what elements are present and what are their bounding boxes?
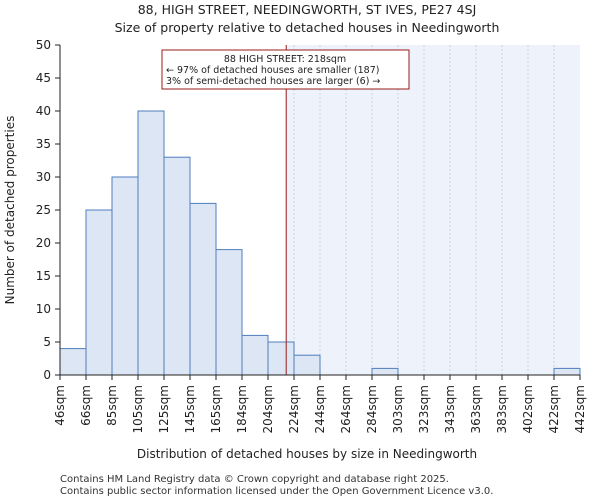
bar-46sqm — [59, 348, 87, 376]
annotation-frame — [161, 49, 410, 90]
x-tick-label: 284sqm — [365, 385, 379, 433]
bar-284sqm — [371, 367, 399, 376]
x-tick-label: 264sqm — [339, 385, 353, 433]
x-tick-label: 343sqm — [443, 385, 457, 433]
y-axis-label: Number of detached properties — [3, 116, 17, 305]
y-tick-label: 45 — [36, 71, 51, 85]
x-tick-label: 125sqm — [157, 385, 171, 433]
x-tick-label: 442sqm — [573, 385, 587, 433]
x-tick-label: 46sqm — [53, 385, 67, 426]
y-tick-label: 15 — [36, 269, 51, 283]
x-tick-label: 402sqm — [521, 385, 535, 433]
bar-165sqm — [215, 249, 243, 376]
bar-145sqm — [189, 202, 217, 376]
x-tick-label: 363sqm — [469, 385, 483, 433]
annotation-larger: 3% of semi-detached houses are larger (6… — [166, 76, 380, 87]
x-tick-label: 165sqm — [209, 385, 223, 433]
y-tick-label: 5 — [43, 335, 51, 349]
y-tick-label: 40 — [36, 104, 51, 118]
footer-licence: Contains public sector information licen… — [60, 486, 493, 497]
x-tick-label: 244sqm — [313, 385, 327, 433]
bar-184sqm — [241, 334, 269, 376]
x-tick-label: 145sqm — [183, 385, 197, 433]
x-tick-label: 383sqm — [495, 385, 509, 433]
y-tick-label: 20 — [36, 236, 51, 250]
x-axis-label: Distribution of detached houses by size … — [137, 447, 477, 461]
footer-copyright: Contains HM Land Registry data © Crown c… — [60, 474, 449, 485]
annotation-title: 88 HIGH STREET: 218sqm — [224, 54, 346, 65]
annotation-box: 88 HIGH STREET: 218sqm ← 97% of detached… — [161, 49, 410, 90]
annotation-smaller: ← 97% of detached houses are smaller (18… — [166, 65, 379, 76]
bar-422sqm — [553, 367, 581, 376]
bar-224sqm — [293, 354, 321, 376]
bar-204sqm — [267, 341, 295, 376]
y-tick-label: 30 — [36, 170, 51, 184]
chart-title: 88, HIGH STREET, NEEDINGWORTH, ST IVES, … — [138, 2, 477, 17]
y-tick-label: 50 — [36, 38, 51, 52]
y-tick-label: 35 — [36, 137, 51, 151]
x-tick-label: 204sqm — [261, 385, 275, 433]
x-tick-label: 105sqm — [131, 385, 145, 433]
larger-region-shade — [286, 45, 580, 375]
x-tick-label: 184sqm — [235, 385, 249, 433]
y-tick-label: 0 — [43, 368, 51, 382]
x-tick-label: 66sqm — [79, 385, 93, 426]
y-tick-label: 10 — [36, 302, 51, 316]
x-tick-label: 422sqm — [547, 385, 561, 433]
x-tick-label: 85sqm — [105, 385, 119, 426]
bar-66sqm — [85, 209, 113, 376]
bar-105sqm — [137, 110, 165, 376]
x-tick-label: 224sqm — [287, 385, 301, 433]
x-tick-label: 323sqm — [417, 385, 431, 433]
chart-subtitle: Size of property relative to detached ho… — [115, 20, 500, 35]
bar-85sqm — [111, 176, 139, 376]
y-tick-label: 25 — [36, 203, 51, 217]
bar-125sqm — [163, 156, 191, 376]
x-tick-label: 303sqm — [391, 385, 405, 433]
